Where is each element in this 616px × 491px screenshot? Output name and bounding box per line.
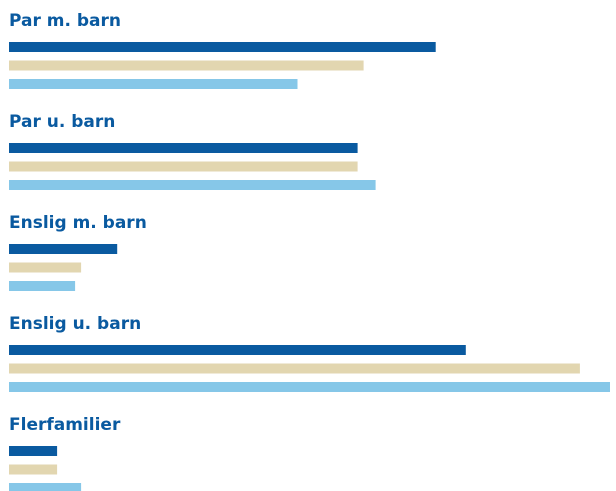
category-label: Enslig u. barn (9, 314, 141, 334)
category-label: Par u. barn (9, 112, 115, 132)
bar (9, 483, 82, 491)
bar (9, 180, 376, 190)
bar (9, 143, 358, 153)
bar (9, 345, 466, 355)
bar (9, 464, 58, 475)
bar (9, 161, 358, 172)
bar (9, 60, 364, 71)
bar (9, 446, 58, 456)
bar (9, 363, 580, 374)
bar (9, 79, 298, 89)
bar (9, 244, 118, 254)
bar (9, 281, 76, 291)
category-label: Flerfamilier (9, 415, 121, 435)
category-label: Par m. barn (9, 11, 121, 31)
category-label: Enslig m. barn (9, 213, 147, 233)
bar (9, 42, 436, 52)
bar (9, 262, 82, 273)
bar (9, 382, 610, 392)
